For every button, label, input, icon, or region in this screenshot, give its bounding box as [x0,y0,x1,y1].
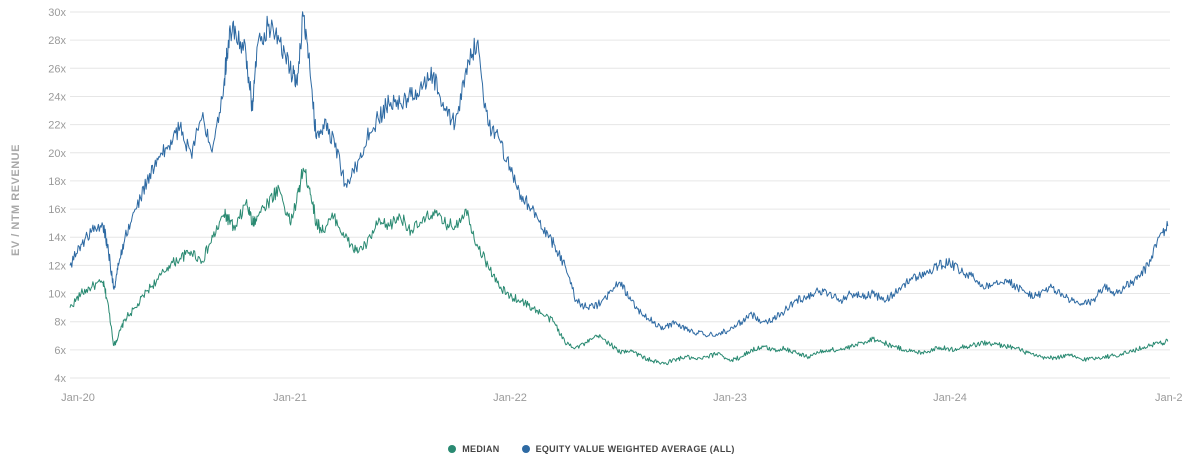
y-tick-label: 28x [48,35,66,47]
y-tick-label: 12x [48,260,66,272]
x-tick-label: Jan-24 [933,392,967,404]
series-line-weighted-average [69,11,1169,338]
x-tick-label: Jan-21 [273,392,307,404]
legend: MEDIAN EQUITY VALUE WEIGHTED AVERAGE (AL… [0,444,1183,454]
y-tick-label: 26x [48,63,66,75]
legend-item-median[interactable]: MEDIAN [448,444,499,454]
y-tick-label: 14x [48,232,66,244]
x-tick-label: Jan-22 [493,392,527,404]
gridlines [70,11,1170,379]
y-tick-label: 10x [48,289,66,301]
y-axis-title: EV / NTM REVENUE [10,144,22,256]
legend-label-weighted-average: EQUITY VALUE WEIGHTED AVERAGE (ALL) [535,444,735,454]
legend-item-weighted-average[interactable]: EQUITY VALUE WEIGHTED AVERAGE (ALL) [521,444,735,454]
y-tick-label: 8x [54,317,66,329]
y-tick-label: 30x [48,7,66,19]
legend-marker-median [448,445,457,453]
x-tick-label: Jan-25 [1155,392,1183,404]
y-tick-label: 18x [48,176,66,188]
legend-marker-weighted-average [521,445,530,453]
series-line-median [69,167,1169,366]
y-tick-label: 22x [48,120,66,132]
x-tick-label: Jan-20 [61,392,95,404]
y-tick-label: 4x [54,373,66,385]
line-chart: 4x6x8x10x12x14x16x18x20x22x24x26x28x30x … [10,7,1183,404]
y-tick-label: 16x [48,204,66,216]
x-tick-label: Jan-23 [713,392,747,404]
y-tick-label: 6x [54,345,66,357]
series-lines [69,11,1169,366]
x-axis-ticks: Jan-20 Jan-21 Jan-22 Jan-23 Jan-24 Jan-25 [61,392,1183,404]
y-tick-label: 24x [48,91,66,103]
y-tick-label: 20x [48,148,66,160]
y-axis-ticks: 4x 6x 8x 10x 12x 14x 16x 18x 20x 22x 24x 26x 28x 30x [48,7,66,385]
legend-label-median: MEDIAN [462,444,500,454]
